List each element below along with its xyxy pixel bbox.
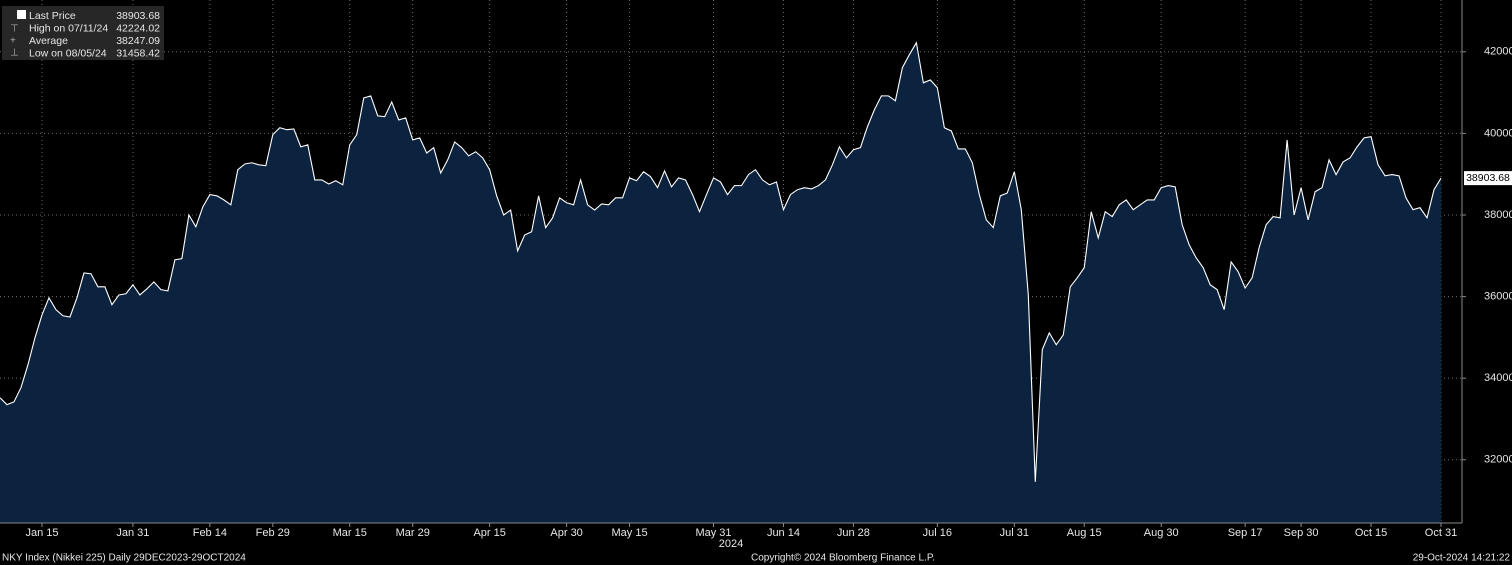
x-tick-label: Aug 15 — [1067, 527, 1102, 539]
x-tick-label: Jan 15 — [25, 527, 58, 539]
y-tick-label: 38000 — [1484, 209, 1512, 221]
x-tick-label: Jul 31 — [1000, 527, 1029, 539]
x-tick-label: Jun 14 — [767, 527, 800, 539]
axes: 32000 34000 36000 38000 40000 42000 Jan 15 Jan … — [25, 46, 1512, 539]
legend: ⊤ + ⊥ Last Price 38903.68 High on 07/11/24… — [2, 6, 164, 60]
x-tick-label: May 31 — [695, 527, 731, 539]
line — [0, 41, 1442, 482]
last-price-label: 38903.68 — [1466, 172, 1510, 184]
footer-right: 29-Oct-2024 14:21:22 — [1413, 553, 1511, 564]
x-tick-label: Jun 28 — [837, 527, 870, 539]
x-tick-label: May 15 — [612, 527, 648, 539]
legend-value: 31458.42 — [116, 47, 160, 59]
legend-icon: + — [10, 36, 16, 47]
legend-label: Last Price — [29, 10, 76, 22]
legend-label: Average — [29, 35, 68, 47]
last-price-box — [1464, 171, 1512, 186]
legend-value: 38247.09 — [116, 35, 160, 47]
x-tick-label: Aug 30 — [1144, 527, 1179, 539]
x-tick-label: Jul 16 — [923, 527, 952, 539]
area — [0, 42, 1441, 524]
x-tick-label: Mar 29 — [396, 527, 430, 539]
y-tick-label: 34000 — [1484, 372, 1512, 384]
x-axis-label: 2024 — [719, 538, 743, 550]
x-tick-label: Apr 30 — [550, 527, 582, 539]
y-tick-label: 40000 — [1484, 127, 1512, 139]
x-tick-label: Jan 31 — [116, 527, 149, 539]
footer-left: NKY Index (Nikkei 225) Daily 29DEC2023-2… — [2, 553, 246, 564]
footer-center: Copyright© 2024 Bloomberg Finance L.P. — [751, 553, 935, 564]
x-tick-label: Mar 15 — [333, 527, 367, 539]
x-tick-label: Sep 17 — [1228, 527, 1263, 539]
plot — [0, 41, 1442, 524]
legend-label: Low on 08/05/24 — [29, 47, 107, 59]
legend-icon: ⊥ — [10, 48, 19, 59]
y-tick-label: 42000 — [1484, 46, 1512, 58]
x-tick-label: Sep 30 — [1284, 527, 1319, 539]
legend-box — [2, 6, 164, 60]
x-tick-label: Oct 31 — [1425, 527, 1457, 539]
legend-swatch — [17, 10, 26, 19]
legend-value: 38903.68 — [116, 10, 160, 22]
x-tick-label: Feb 29 — [256, 527, 290, 539]
x-tick-label: Feb 14 — [193, 527, 227, 539]
legend-icon: ⊤ — [10, 24, 19, 35]
x-tick-label: Apr 15 — [473, 527, 505, 539]
x-tick-label: Oct 15 — [1355, 527, 1387, 539]
y-tick-label: 32000 — [1484, 454, 1512, 466]
y-tick-label: 36000 — [1484, 290, 1512, 302]
legend-value: 42224.02 — [116, 22, 160, 34]
legend-label: High on 07/11/24 — [29, 22, 108, 34]
